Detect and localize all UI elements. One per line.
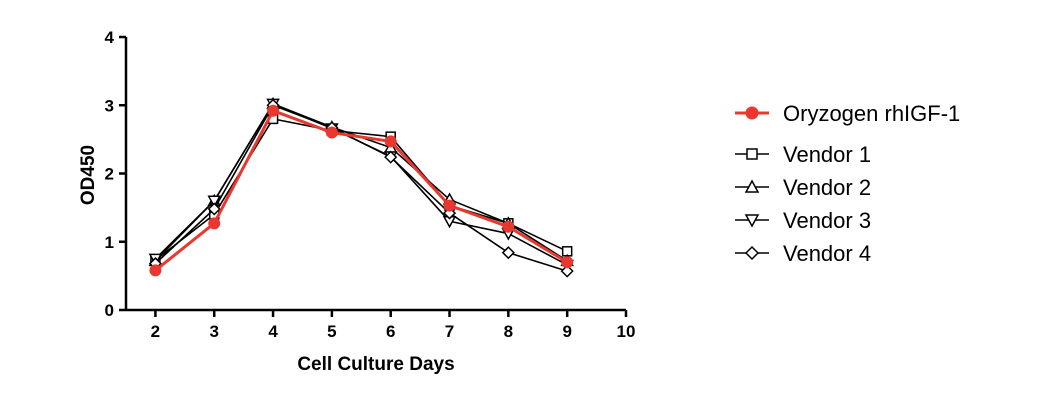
data-point xyxy=(501,246,515,260)
x-tick-label: 10 xyxy=(617,322,636,341)
legend-label: Vendor 3 xyxy=(783,208,871,233)
legend-item: Oryzogen rhIGF-1 xyxy=(735,101,960,126)
series-5 xyxy=(148,98,574,278)
legend: Oryzogen rhIGF-1 Vendor 1 Vendor 2 Vendor 3… xyxy=(735,101,960,266)
y-tick-label: 2 xyxy=(105,165,114,184)
y-tick-label: 4 xyxy=(105,28,115,47)
y-tick-label: 0 xyxy=(105,301,114,320)
legend-marker xyxy=(744,214,760,228)
y-axis-title: OD450 xyxy=(78,145,99,205)
x-tick-label: 4 xyxy=(268,322,278,341)
legend-label: Vendor 1 xyxy=(783,142,871,167)
y-tick-label: 3 xyxy=(105,96,114,115)
data-point xyxy=(384,150,398,164)
data-point xyxy=(208,217,221,230)
data-point xyxy=(325,126,338,139)
series-line xyxy=(154,109,568,272)
x-tick-label: 9 xyxy=(562,322,571,341)
series-line xyxy=(154,103,568,266)
x-tick-label: 7 xyxy=(445,322,454,341)
legend-marker xyxy=(744,245,760,261)
series-line xyxy=(154,104,568,272)
series-4 xyxy=(148,98,574,273)
data-point xyxy=(560,264,574,278)
axes-layer: 0 1 2 3 4 2 3 4 5 6 7 8 9 10 xyxy=(105,28,636,341)
legend-label: Oryzogen rhIGF-1 xyxy=(783,101,960,126)
legend-label: Vendor 2 xyxy=(783,175,871,200)
series-line xyxy=(154,118,568,261)
y-tick-label: 1 xyxy=(105,233,114,252)
data-point xyxy=(207,195,222,208)
data-point xyxy=(267,104,280,117)
x-axis-title: Cell Culture Days xyxy=(297,354,454,375)
data-point xyxy=(502,220,515,233)
legend-item: Vendor 3 xyxy=(735,208,871,233)
data-point xyxy=(443,199,456,212)
series-layer xyxy=(148,96,574,278)
legend-item: Vendor 4 xyxy=(735,241,871,266)
legend-label: Vendor 4 xyxy=(783,241,871,266)
legend-item: Vendor 1 xyxy=(735,142,871,167)
series-1 xyxy=(149,104,574,277)
legend-marker xyxy=(746,148,758,160)
data-point xyxy=(384,135,397,148)
legend-marker xyxy=(744,179,760,193)
legend-item: Vendor 2 xyxy=(735,175,871,200)
x-tick-label: 8 xyxy=(504,322,513,341)
x-tick-label: 5 xyxy=(327,322,336,341)
data-point xyxy=(149,264,162,277)
data-point xyxy=(207,202,221,216)
legend-marker xyxy=(745,106,759,120)
x-tick-label: 3 xyxy=(210,322,219,341)
x-tick-label: 6 xyxy=(386,322,395,341)
x-tick-label: 2 xyxy=(151,322,160,341)
data-point xyxy=(561,256,574,269)
series-line xyxy=(154,103,568,262)
series-3 xyxy=(148,96,574,267)
